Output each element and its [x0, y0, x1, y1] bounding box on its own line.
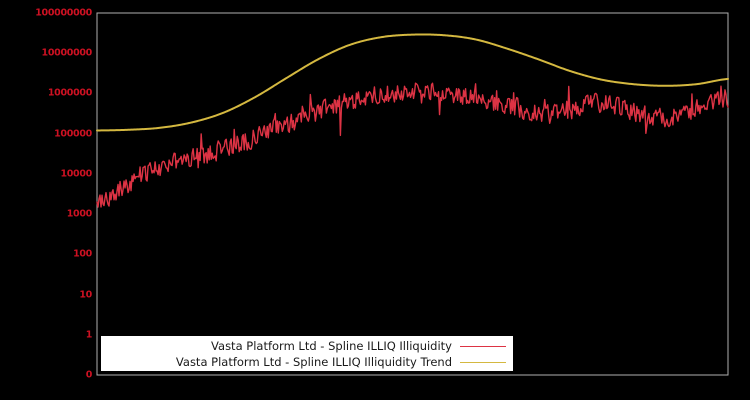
- y-tick-label: 10: [79, 289, 92, 301]
- legend-entry-illiquidity-trend[interactable]: Vasta Platform Ltd - Spline ILLIQ Illiqu…: [176, 354, 506, 370]
- y-tick-label: 10000: [60, 168, 92, 180]
- y-tick-label: 10000000: [41, 47, 93, 59]
- legend-swatch-illiquidity: [460, 345, 506, 347]
- illiquidity-line: [96, 82, 729, 208]
- legend-swatch-illiquidity-trend: [460, 361, 506, 363]
- series-layer: [96, 33, 729, 208]
- y-tick-label: 1: [85, 329, 93, 341]
- legend-label-illiquidity: Vasta Platform Ltd - Spline ILLIQ Illiqu…: [211, 339, 452, 353]
- legend-label-illiquidity-trend: Vasta Platform Ltd - Spline ILLIQ Illiqu…: [175, 355, 452, 369]
- chart-legend[interactable]: Vasta Platform Ltd - Spline ILLIQ Illiqu…: [101, 336, 513, 371]
- y-tick-label: 100: [73, 248, 92, 260]
- y-tick-label: 1000: [66, 208, 93, 220]
- y-tick-label: 1000000: [47, 87, 92, 99]
- plot-border: [96, 12, 729, 376]
- y-tick-label: 100000: [54, 128, 92, 140]
- y-tick-label: 0: [85, 369, 93, 381]
- trend-line: [96, 33, 729, 132]
- legend-entry-illiquidity[interactable]: Vasta Platform Ltd - Spline ILLIQ Illiqu…: [211, 338, 506, 354]
- y-axis-tick-labels: 100000000 10000000 1000000 100000 10000 1000 1…: [0, 0, 92, 400]
- plot-frame: [96, 12, 729, 376]
- y-tick-label: 100000000: [35, 7, 92, 19]
